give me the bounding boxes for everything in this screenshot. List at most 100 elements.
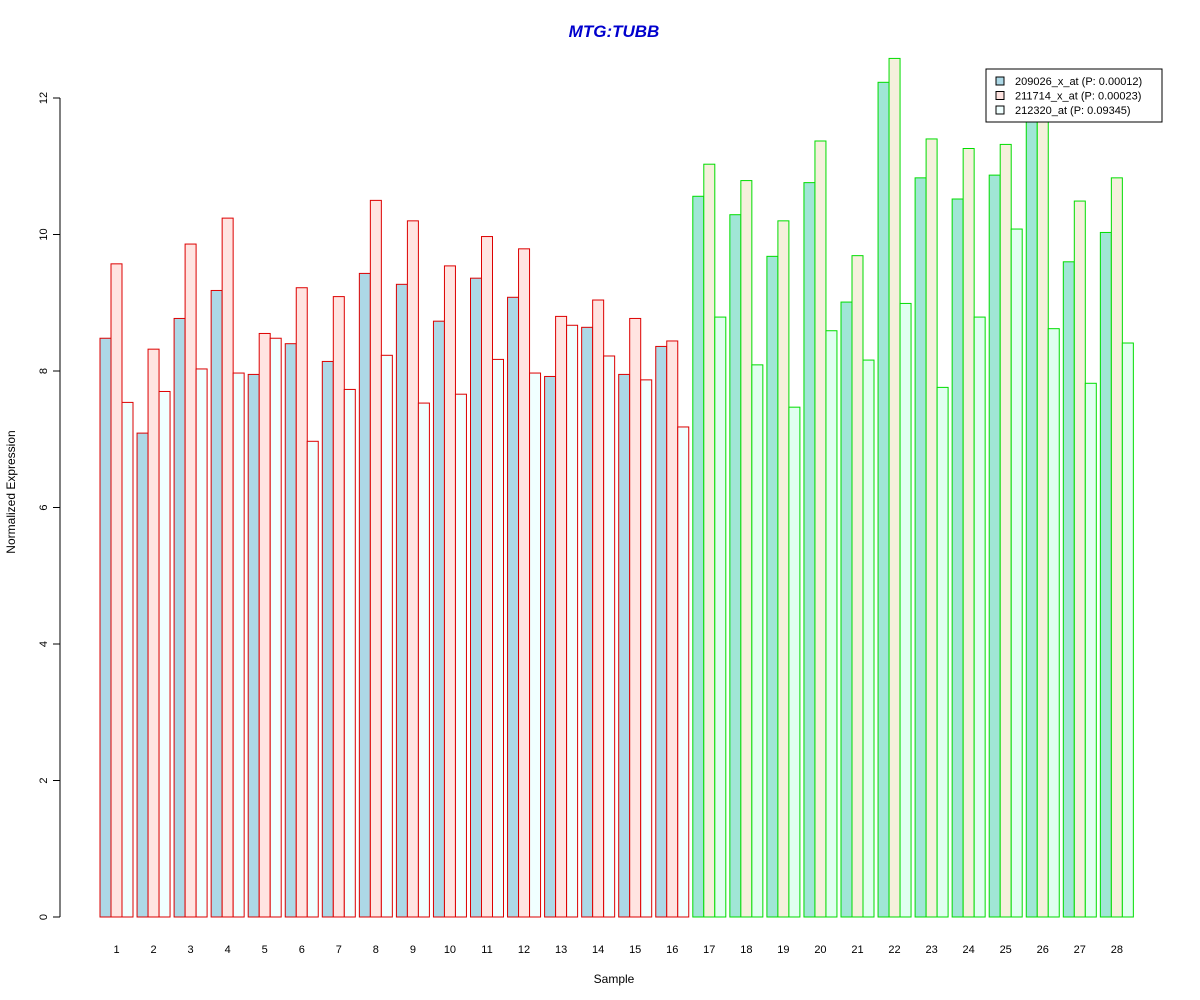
x-tick-label: 24 (963, 944, 975, 956)
bar-sample-9-series-2 (406, 220, 419, 918)
bar-sample-21-series-2 (851, 255, 864, 918)
x-tick-label: 2 (150, 944, 156, 956)
bar-sample-12-series-1 (507, 296, 520, 918)
x-tick-label: 28 (1111, 944, 1123, 956)
y-tick-label: 12 (38, 92, 50, 104)
bar-sample-7-series-2 (332, 296, 345, 918)
bar-sample-7-series-3 (343, 388, 356, 918)
x-tick-label: 18 (740, 944, 752, 956)
legend-label: 212320_at (P: 0.09345) (1015, 105, 1131, 117)
bar-sample-9-series-1 (395, 283, 408, 918)
x-tick-label: 7 (336, 944, 342, 956)
bar-sample-21-series-3 (862, 359, 875, 918)
bar-sample-18-series-2 (740, 180, 753, 918)
bar-sample-3-series-2 (184, 243, 197, 918)
bar-sample-10-series-2 (443, 265, 456, 918)
bar-sample-13-series-3 (566, 324, 579, 918)
chart-title: MTG:TUBB (569, 22, 660, 41)
bar-sample-16-series-3 (677, 426, 690, 918)
y-tick-label: 4 (38, 641, 50, 647)
bar-sample-15-series-3 (640, 379, 653, 918)
x-tick-label: 21 (851, 944, 863, 956)
bar-sample-10-series-1 (432, 320, 445, 918)
y-axis: 0 2 4 6 8 10 12 (38, 92, 61, 920)
x-tick-label: 23 (925, 944, 937, 956)
bar-sample-25-series-3 (1010, 228, 1023, 918)
bar-sample-16-series-2 (666, 340, 679, 918)
bar-sample-3-series-1 (173, 317, 186, 918)
bar-sample-6-series-2 (295, 287, 308, 918)
x-tick-label: 19 (777, 944, 789, 956)
bar-sample-1-series-1 (99, 337, 112, 918)
x-tick-label: 17 (703, 944, 715, 956)
bar-sample-8-series-2 (369, 199, 382, 918)
bar-sample-2-series-3 (158, 390, 171, 918)
bar-sample-18-series-1 (729, 214, 742, 918)
bar-sample-27-series-3 (1084, 382, 1097, 918)
bar-sample-24-series-1 (951, 198, 964, 918)
x-tick-label: 22 (888, 944, 900, 956)
legend-swatch (995, 76, 1005, 86)
bar-sample-23-series-1 (914, 177, 927, 918)
bar-sample-10-series-3 (454, 393, 467, 918)
bar-sample-19-series-1 (766, 255, 779, 918)
bar-sample-19-series-3 (788, 406, 801, 918)
x-tick-label: 27 (1074, 944, 1086, 956)
bar-sample-11-series-3 (492, 358, 504, 918)
bar-sample-5-series-3 (269, 337, 282, 918)
x-tick-label: 6 (299, 944, 305, 956)
x-tick-label: 16 (666, 944, 678, 956)
bar-sample-22-series-3 (899, 302, 912, 918)
bar-sample-15-series-1 (618, 373, 631, 918)
x-tick-label: 12 (518, 944, 530, 956)
legend-box (985, 68, 1163, 123)
bar-sample-5-series-2 (258, 332, 271, 918)
y-tick-label: 0 (38, 914, 50, 920)
bar-sample-17-series-3 (714, 316, 727, 918)
x-tick-label: 5 (262, 944, 268, 956)
bar-sample-14-series-2 (592, 299, 605, 918)
x-tick-label: 11 (481, 944, 492, 956)
bar-sample-4-series-2 (221, 217, 234, 918)
bar-sample-22-series-1 (877, 81, 890, 918)
y-tick-label: 10 (38, 228, 50, 240)
bar-sample-17-series-1 (692, 195, 705, 918)
bar-sample-14-series-1 (581, 326, 594, 918)
bar-sample-15-series-2 (629, 317, 642, 918)
bar-sample-23-series-3 (936, 386, 949, 918)
bar-sample-17-series-2 (703, 163, 716, 918)
bar-sample-20-series-1 (803, 182, 816, 918)
bar-sample-26-series-2 (1036, 116, 1049, 918)
bar-sample-5-series-1 (247, 373, 260, 918)
bar-sample-25-series-1 (988, 174, 1001, 918)
bar-sample-28-series-1 (1099, 231, 1112, 918)
x-tick-label: 26 (1037, 944, 1049, 956)
bar-sample-25-series-2 (999, 143, 1012, 918)
bar-sample-16-series-1 (655, 345, 668, 918)
bar-sample-6-series-1 (284, 343, 297, 918)
x-tick-label: 13 (555, 944, 567, 956)
x-axis-label: Sample (594, 972, 635, 986)
bar-sample-4-series-3 (232, 372, 245, 918)
bar-sample-28-series-3 (1121, 342, 1134, 918)
bar-sample-11-series-2 (481, 236, 493, 918)
x-tick-label: 15 (629, 944, 641, 956)
bar-sample-8-series-1 (358, 272, 371, 918)
bar-sample-20-series-3 (825, 330, 838, 918)
bar-sample-27-series-2 (1073, 200, 1086, 918)
bar-sample-23-series-2 (925, 138, 938, 918)
bar-sample-6-series-3 (306, 440, 319, 918)
y-tick-label: 8 (38, 368, 50, 374)
bar-sample-14-series-3 (603, 355, 616, 918)
bar-sample-28-series-2 (1110, 177, 1123, 918)
bar-sample-1-series-3 (121, 401, 134, 918)
y-tick-label: 6 (38, 504, 50, 510)
bar-sample-13-series-1 (544, 375, 557, 918)
bar-sample-20-series-2 (814, 140, 827, 918)
bar-sample-9-series-3 (417, 402, 430, 918)
x-tick-label: 20 (814, 944, 826, 956)
bar-sample-22-series-2 (888, 57, 901, 918)
legend-swatch (995, 105, 1005, 115)
legend: 209026_x_at (P: 0.00012) 211714_x_at (P: … (985, 68, 1163, 123)
